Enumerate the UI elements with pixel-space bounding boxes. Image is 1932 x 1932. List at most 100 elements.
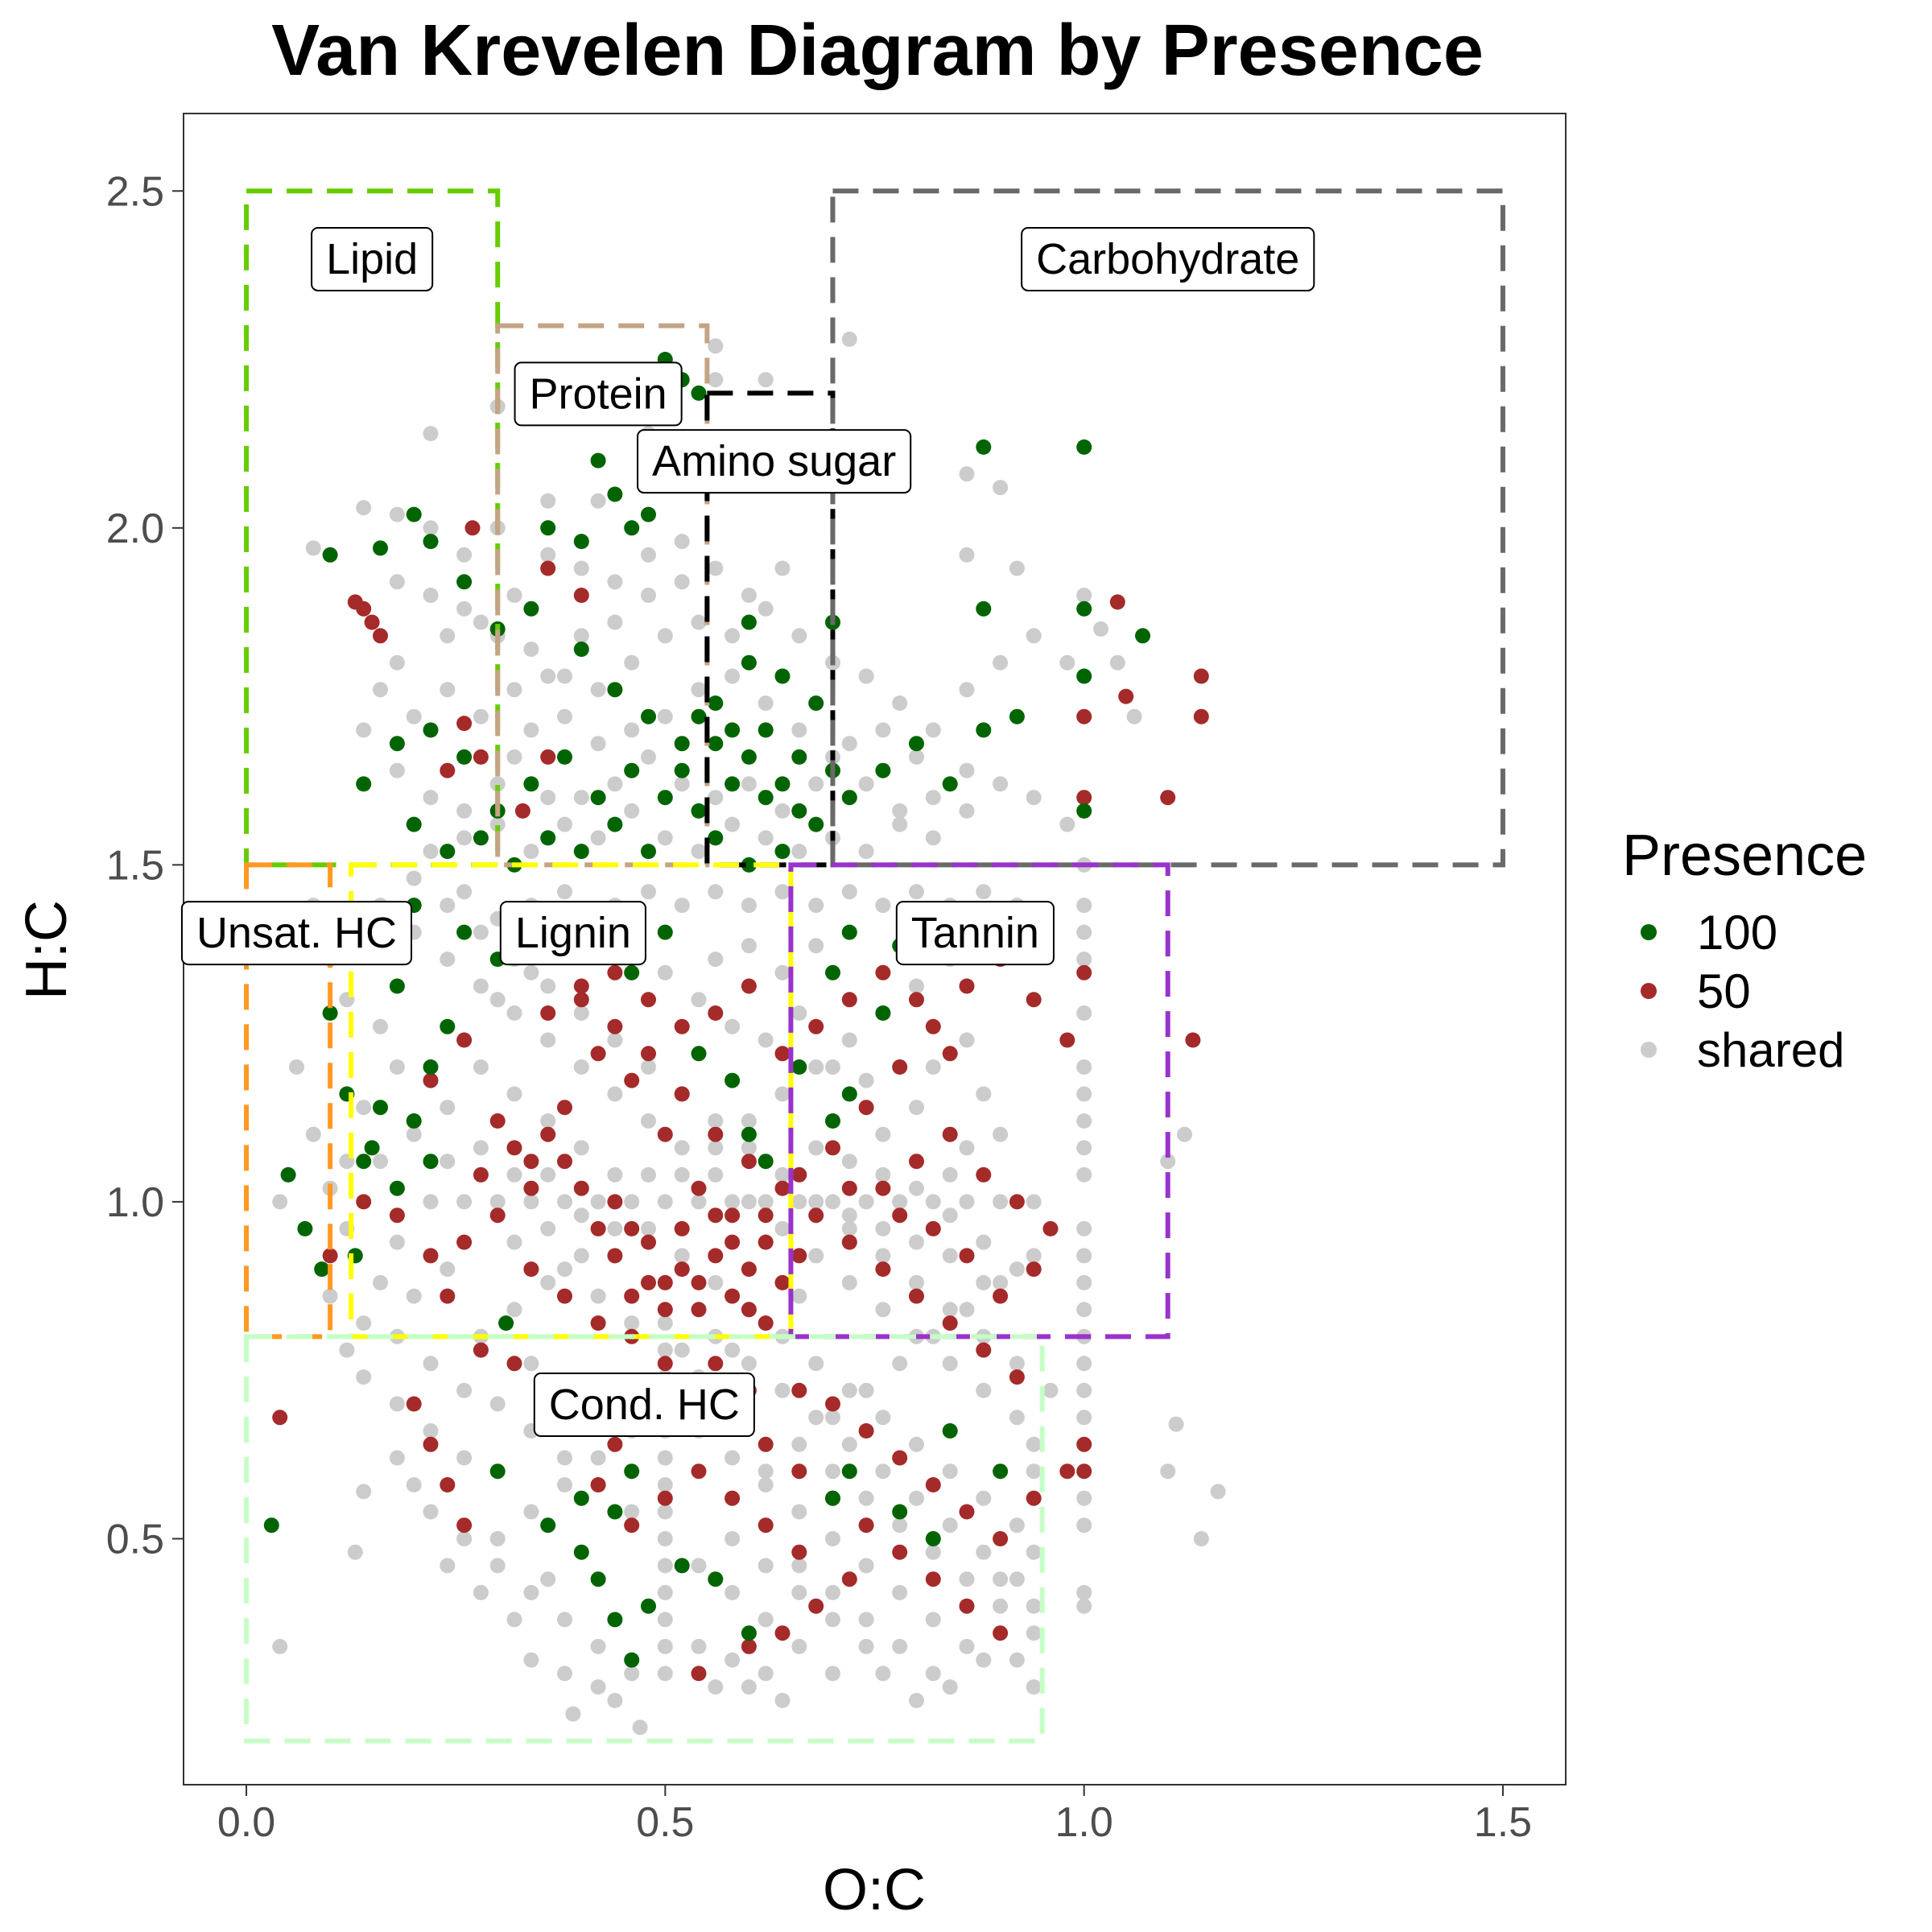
point-shared — [557, 1666, 572, 1682]
point-50 — [1026, 1261, 1042, 1278]
point-shared — [825, 1666, 840, 1682]
point-shared — [1126, 708, 1142, 724]
point-100 — [791, 749, 807, 765]
point-100 — [758, 1154, 774, 1170]
point-shared — [724, 816, 741, 832]
point-shared — [489, 1558, 506, 1574]
point-shared — [406, 870, 422, 886]
point-shared — [632, 1719, 648, 1736]
point-100 — [741, 857, 757, 873]
point-50 — [909, 1288, 924, 1304]
point-shared — [691, 1558, 707, 1574]
point-shared — [892, 696, 908, 711]
point-shared — [741, 1194, 757, 1210]
point-shared — [573, 1248, 589, 1264]
point-shared — [708, 884, 724, 900]
point-50 — [590, 1477, 606, 1492]
point-shared — [774, 1220, 791, 1236]
point-shared — [925, 790, 941, 806]
point-100 — [423, 722, 439, 738]
point-shared — [1042, 1382, 1059, 1398]
point-100 — [808, 816, 824, 832]
point-50 — [373, 628, 388, 644]
point-shared — [607, 1032, 623, 1048]
point-shared — [423, 1356, 439, 1372]
point-shared — [540, 493, 556, 509]
point-shared — [624, 1666, 640, 1682]
point-shared — [1160, 1463, 1176, 1480]
point-shared — [942, 1248, 958, 1264]
point-shared — [1076, 1356, 1092, 1372]
point-50 — [641, 1046, 656, 1062]
point-shared — [540, 1571, 556, 1587]
point-shared — [976, 884, 992, 900]
point-50 — [959, 1504, 975, 1520]
point-50 — [1076, 964, 1092, 980]
point-shared — [590, 736, 606, 752]
point-shared — [1076, 1005, 1092, 1021]
point-shared — [825, 1410, 840, 1426]
point-100 — [373, 540, 388, 556]
point-50 — [489, 1113, 506, 1129]
point-shared — [1076, 1059, 1092, 1075]
point-shared — [892, 1194, 908, 1210]
point-shared — [774, 964, 791, 980]
region-boxes-layer — [244, 188, 1505, 1744]
point-50 — [774, 1180, 791, 1196]
point-100 — [1135, 628, 1150, 644]
point-shared — [657, 964, 673, 980]
point-shared — [557, 1194, 572, 1210]
point-shared — [674, 1342, 690, 1358]
point-50 — [841, 1234, 857, 1250]
point-50 — [607, 1248, 623, 1264]
point-50 — [272, 1410, 288, 1426]
point-shared — [925, 1194, 941, 1210]
point-shared — [674, 1140, 690, 1156]
point-shared — [708, 790, 724, 806]
point-100 — [875, 762, 891, 778]
point-shared — [590, 1679, 606, 1695]
point-50 — [641, 1274, 656, 1290]
point-shared — [573, 790, 589, 806]
point-100 — [674, 736, 690, 752]
region-label-text-lignin: Lignin — [515, 909, 631, 957]
point-50 — [942, 1315, 958, 1331]
point-shared — [641, 1220, 656, 1236]
point-shared — [959, 1638, 975, 1654]
point-shared — [573, 628, 589, 644]
point-50 — [741, 978, 757, 994]
point-shared — [440, 1261, 456, 1278]
point-shared — [641, 1059, 656, 1075]
point-100 — [993, 1463, 1009, 1480]
point-shared — [909, 1692, 924, 1708]
point-shared — [674, 776, 690, 792]
point-shared — [389, 654, 405, 671]
point-shared — [641, 1166, 656, 1183]
y-tick-label: 1.0 — [106, 1179, 164, 1226]
point-shared — [1093, 621, 1108, 637]
point-shared — [691, 1638, 707, 1654]
point-shared — [607, 574, 623, 590]
point-shared — [791, 1638, 807, 1654]
region-label-unsat-hc: Unsat. HC — [180, 901, 413, 966]
region-label-amino-sugar: Amino sugar — [637, 429, 912, 494]
point-shared — [1026, 790, 1042, 806]
point-shared — [557, 1612, 572, 1628]
point-100 — [741, 614, 757, 630]
point-50 — [774, 1046, 791, 1062]
point-50 — [590, 1046, 606, 1062]
point-shared — [892, 816, 908, 832]
point-shared — [456, 830, 473, 846]
point-50 — [708, 1208, 724, 1224]
point-50 — [1076, 790, 1092, 806]
point-50 — [406, 1396, 422, 1412]
point-100 — [892, 1504, 908, 1520]
point-shared — [1009, 560, 1025, 576]
point-shared — [590, 682, 606, 698]
point-shared — [573, 1140, 589, 1156]
point-shared — [892, 1584, 908, 1600]
point-shared — [356, 722, 372, 738]
point-shared — [473, 924, 489, 940]
point-50 — [892, 1544, 908, 1560]
point-shared — [406, 708, 422, 724]
